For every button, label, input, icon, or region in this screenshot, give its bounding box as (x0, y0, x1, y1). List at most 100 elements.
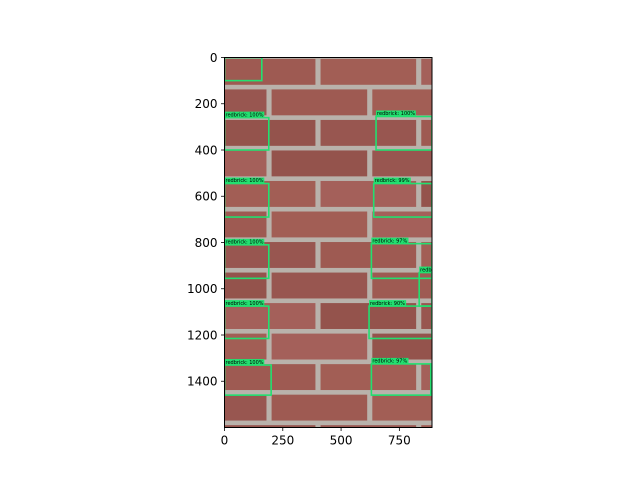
brick (421, 364, 432, 391)
detection-label-bg (371, 357, 409, 364)
y-tick-label: 200 (195, 97, 218, 111)
detection-label-bg (224, 238, 265, 245)
brick (224, 150, 267, 177)
brick (522, 303, 618, 329)
brick (224, 364, 316, 391)
brick (473, 28, 569, 54)
brick (70, 28, 166, 54)
brick (271, 150, 368, 177)
y-tick-label: 1400 (187, 375, 218, 389)
brick (271, 272, 368, 299)
brick-wall-photo: redbrick: 99% redbrick: 100% redbrick: 100… (70, 28, 618, 480)
y-tick-label: 1200 (187, 328, 218, 342)
bricks-layer (70, 28, 618, 480)
brick (522, 181, 618, 207)
brick (224, 119, 316, 146)
brick (372, 394, 432, 421)
x-tick-label: 250 (271, 434, 294, 448)
brick (372, 333, 432, 360)
brick (320, 119, 417, 146)
brick (522, 425, 618, 451)
x-tick-label: 500 (330, 434, 353, 448)
brick (70, 212, 166, 238)
brick (320, 242, 417, 268)
brick (224, 180, 316, 207)
detection-label: redbrick: 97% (372, 359, 407, 365)
brick (473, 456, 569, 480)
brick (372, 456, 468, 480)
brick (224, 89, 267, 116)
brick (171, 28, 267, 54)
brick (421, 180, 432, 207)
brick (224, 303, 316, 329)
detection-box (224, 57, 263, 82)
detection-label-bg (371, 237, 409, 244)
brick (320, 364, 417, 391)
y-tick-label: 1000 (187, 282, 218, 296)
brick (473, 334, 569, 360)
brick (421, 119, 432, 146)
brick (224, 333, 267, 360)
brick (473, 273, 569, 299)
brick (522, 242, 618, 268)
brick (522, 59, 618, 85)
detections-layer: redbrick: 99% redbrick: 100% redbrick: 100… (224, 52, 435, 396)
y-tick-label: 600 (195, 190, 218, 204)
brick (70, 334, 166, 360)
brick (522, 120, 618, 146)
detection-label: redbrick: 90% (370, 301, 405, 307)
brick (70, 395, 166, 421)
detection-label-bg (224, 300, 265, 307)
detection-label-bg (419, 266, 432, 273)
brick (224, 211, 267, 238)
brick (320, 180, 417, 207)
detection-label-bg (369, 300, 407, 307)
detection-label: redbrick: 100% (377, 111, 415, 117)
brick (119, 120, 215, 146)
brick (171, 456, 267, 480)
x-tick-label: 0 (221, 434, 229, 448)
brick (70, 150, 166, 176)
detection-label: redbrick: 99% (375, 178, 410, 184)
detection-label-bg (224, 359, 265, 366)
brick (224, 242, 316, 268)
brick (320, 425, 417, 428)
brick (421, 242, 432, 268)
brick (473, 212, 569, 238)
y-axis: 0 200 400 600 800 1000 1200 1400 (187, 51, 225, 389)
brick (224, 394, 267, 421)
brick (522, 364, 618, 390)
brick (271, 333, 368, 360)
detection-label: redbrick: 100% (226, 301, 264, 307)
brick (119, 425, 215, 451)
detection-label: redbrick: 100% (226, 240, 264, 246)
detection-label: redbrick: 100% (226, 112, 264, 118)
y-tick-label: 800 (195, 236, 218, 250)
brick (372, 150, 432, 177)
brick (272, 456, 368, 480)
brick (224, 272, 267, 299)
detection-label-bg (225, 52, 262, 58)
detection-label: redbri (420, 267, 435, 273)
brick (70, 456, 166, 480)
y-tick-label: 0 (210, 51, 218, 65)
brick (421, 425, 432, 428)
brick (70, 89, 166, 115)
brick (119, 303, 215, 329)
brick (473, 150, 569, 176)
brick (70, 273, 166, 299)
brick (271, 89, 368, 116)
brick (119, 59, 215, 85)
detection-label-bg (224, 111, 265, 118)
brick (224, 425, 316, 428)
brick (473, 395, 569, 421)
brick (421, 58, 432, 85)
x-tick-label: 750 (388, 434, 411, 448)
brick (272, 28, 368, 54)
brick (271, 211, 368, 238)
brick (372, 211, 432, 238)
brick (372, 272, 432, 299)
y-tick-label: 400 (195, 143, 218, 157)
detection-label-bg (376, 110, 416, 117)
